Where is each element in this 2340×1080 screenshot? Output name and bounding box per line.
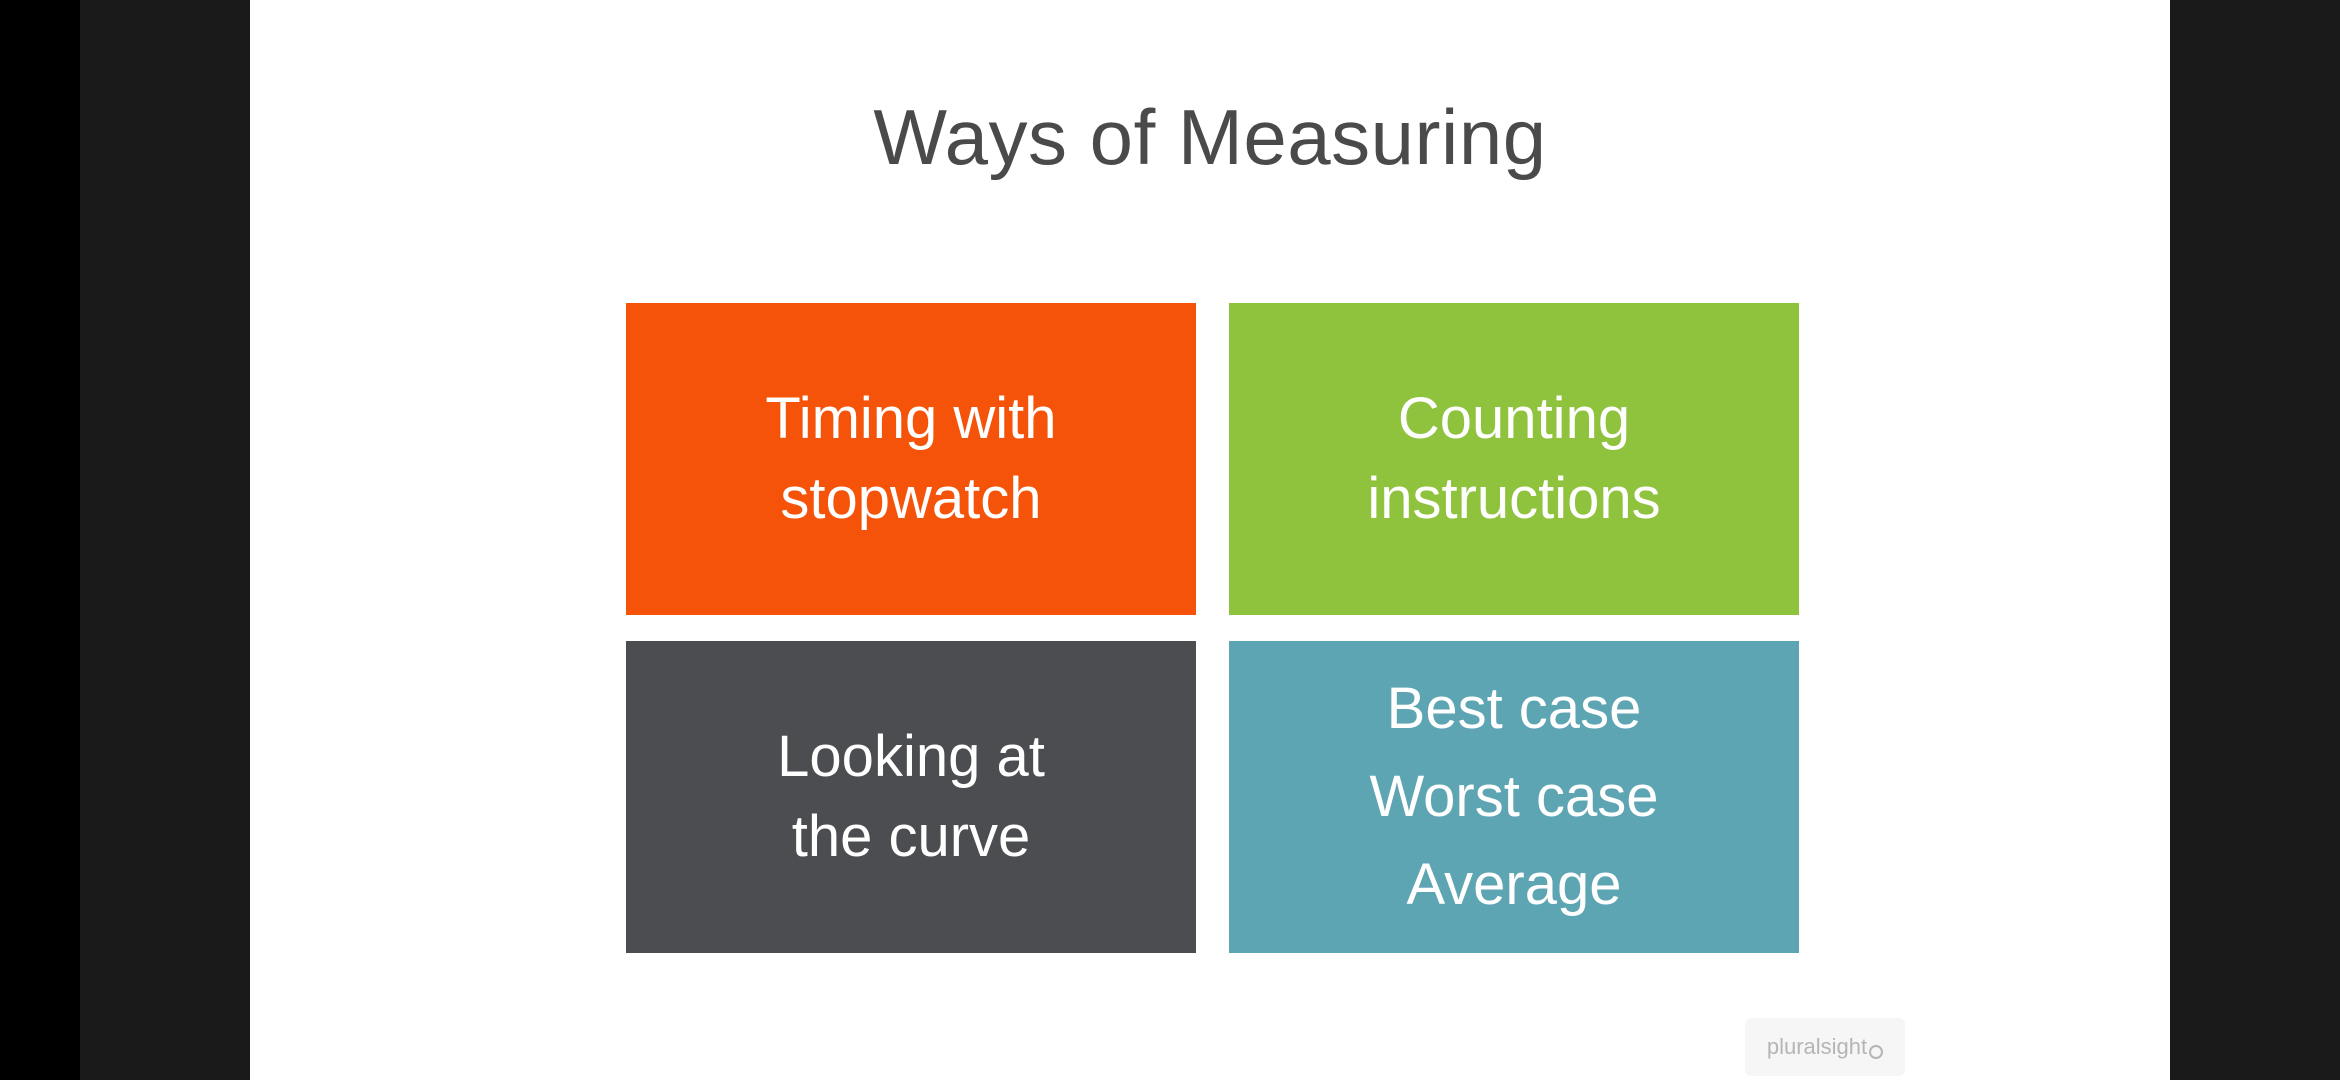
tile-cases: Best case Worst case Average — [1229, 641, 1799, 953]
watermark-logo-icon — [1869, 1045, 1884, 1059]
tile-counting-instructions: Counting instructions — [1229, 303, 1799, 615]
tile-timing-with-stopwatch: Timing with stopwatch — [626, 303, 1196, 615]
tile-looking-at-the-curve: Looking at the curve — [626, 641, 1196, 953]
letterbox-right — [2170, 0, 2340, 1080]
presentation-slide[interactable]: Ways of Measuring Timing with stopwatch … — [250, 0, 2170, 1080]
tile-label: Counting instructions — [1367, 386, 1661, 531]
watermark-text: pluralsight — [1766, 1034, 1868, 1059]
tile-case-list: Best case Worst case Average — [1369, 665, 1658, 929]
pluralsight-watermark: pluralsight — [1745, 1018, 1905, 1076]
tile-label: Looking at the curve — [777, 724, 1045, 869]
tile-label: Timing with stopwatch — [765, 386, 1057, 531]
slide-title: Ways of Measuring — [873, 93, 1547, 181]
tile-line-worst-case: Worst case — [1369, 764, 1659, 829]
letterbox-left — [80, 0, 250, 1080]
tile-line-best-case: Best case — [1386, 676, 1642, 741]
tile-line-average: Average — [1406, 852, 1622, 917]
